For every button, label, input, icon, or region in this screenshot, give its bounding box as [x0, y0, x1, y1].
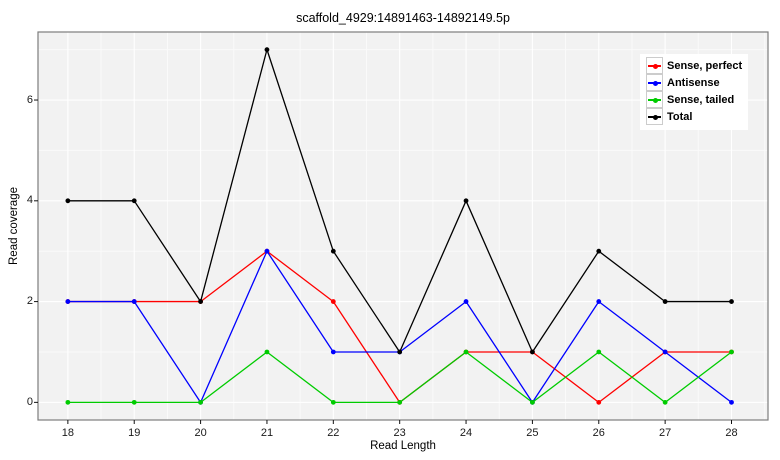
data-point-sense-perfect: [596, 399, 602, 405]
data-point-sense-tailed: [397, 399, 403, 405]
x-axis-title: Read Length: [370, 440, 436, 452]
x-tick-label: 22: [327, 427, 340, 439]
data-point-sense-tailed: [65, 399, 71, 405]
data-point-sense-tailed: [463, 349, 469, 355]
x-tick-label: 19: [128, 427, 141, 439]
data-point-sense-tailed: [662, 399, 668, 405]
legend-label: Sense, perfect: [667, 59, 743, 72]
y-axis-title: Read coverage: [8, 187, 20, 265]
data-point-sense-tailed: [264, 349, 270, 355]
data-point-antisense: [131, 299, 137, 304]
legend-item: Total: [646, 108, 742, 125]
legend-key-icon: [646, 91, 663, 108]
x-tick-label: 28: [725, 427, 738, 439]
y-tick-label: 0: [26, 395, 33, 408]
data-point-sense-tailed: [330, 399, 336, 405]
legend-label: Total: [667, 110, 693, 123]
data-point-total: [330, 248, 336, 254]
x-tick-label: 23: [393, 427, 406, 439]
panel-border: [37, 31, 769, 421]
data-point-sense-tailed: [596, 349, 602, 355]
data-point-sense-tailed: [530, 399, 535, 405]
legend-key-icon: [646, 74, 663, 91]
data-point-total: [65, 198, 71, 204]
data-point-antisense: [729, 399, 734, 405]
data-point-total: [264, 47, 270, 53]
data-point-antisense: [65, 299, 71, 304]
legend-key-icon: [646, 57, 663, 74]
chart-title: scaffold_4929:14891463-14892149.5p: [296, 11, 510, 25]
legend-label: Antisense: [667, 76, 720, 89]
legend-key-icon: [646, 108, 663, 125]
data-point-antisense: [330, 349, 336, 355]
x-tick-label: 27: [659, 427, 672, 439]
y-tick-label: 4: [26, 194, 33, 207]
data-point-antisense: [463, 299, 469, 304]
x-tick-label: 21: [260, 427, 274, 439]
data-point-total: [131, 198, 137, 204]
x-tick-label: 24: [459, 427, 473, 439]
data-point-total: [397, 349, 403, 355]
data-point-antisense: [264, 248, 270, 254]
legend-item: Sense, tailed: [646, 91, 742, 108]
data-point-antisense: [596, 299, 602, 304]
legend: Sense, perfect Antisense Sense, tailed T…: [640, 54, 749, 130]
data-point-total: [729, 299, 734, 304]
y-tick-label: 6: [26, 93, 33, 106]
x-tick-label: 25: [526, 427, 539, 439]
data-point-antisense: [662, 349, 668, 355]
x-tick-label: 26: [592, 427, 605, 439]
data-point-total: [463, 198, 469, 204]
legend-label: Sense, tailed: [667, 93, 735, 106]
x-tick-label: 20: [194, 427, 207, 439]
x-tick-label: 18: [61, 427, 74, 439]
data-point-sense-perfect: [330, 299, 336, 304]
data-point-total: [198, 299, 203, 304]
data-point-total: [662, 299, 668, 304]
data-point-total: [530, 349, 535, 355]
data-point-sense-tailed: [131, 399, 137, 405]
legend-item: Sense, perfect: [646, 57, 742, 74]
y-tick-label: 2: [26, 295, 33, 308]
data-point-sense-tailed: [198, 399, 203, 405]
data-point-sense-tailed: [729, 349, 734, 355]
legend-item: Antisense: [646, 74, 742, 91]
data-point-total: [596, 248, 602, 254]
